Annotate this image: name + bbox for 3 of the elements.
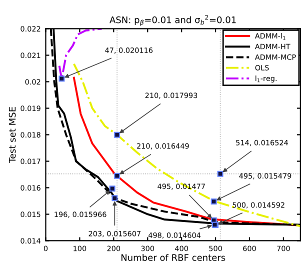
chart-title: ASN: p$_{β}$=0.01 and σ$_{b}$$^{2}$=0.01 <box>110 14 236 26</box>
x-axis-title: Number of RBF centers <box>121 254 226 261</box>
y-axis-title: Test set MSE <box>8 107 16 164</box>
